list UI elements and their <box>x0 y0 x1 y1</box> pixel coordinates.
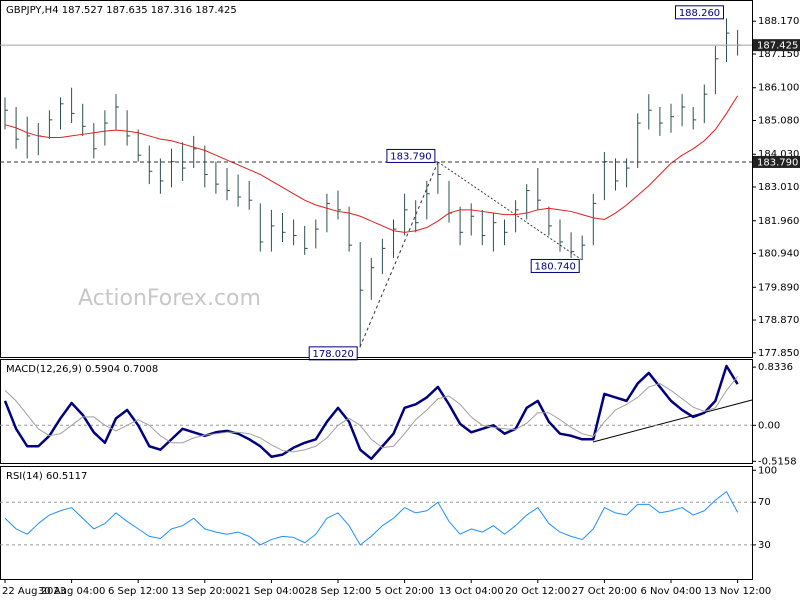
watermark: ActionForex.com <box>78 286 261 311</box>
y-tick-label: 0.00 <box>758 420 780 431</box>
moving-average <box>4 95 739 233</box>
y-tick-label: 100 <box>758 465 777 476</box>
y-tick-label: 181.960 <box>758 216 799 227</box>
y-tick-label: 177.850 <box>758 348 799 359</box>
x-tick-label: 13 Sep 20:00 <box>171 586 238 597</box>
y-tick-label: 188.170 <box>758 16 799 27</box>
x-tick-label: 21 Sep 04:00 <box>238 586 305 597</box>
x-tick-label: 28 Sep 12:00 <box>305 586 372 597</box>
y-tick-label: 187.150 <box>758 49 799 60</box>
x-tick-label: 5 Oct 20:00 <box>375 586 434 597</box>
x-tick-label: 13 Oct 04:00 <box>439 586 504 597</box>
indicator-line <box>4 491 739 546</box>
price-label-box <box>753 39 800 52</box>
annotation-box <box>386 148 436 163</box>
y-tick-label: 30 <box>758 540 771 551</box>
y-tick-label: -0.5158 <box>758 456 797 467</box>
x-tick-label: 27 Oct 20:00 <box>572 586 637 597</box>
y-tick-label: 184.030 <box>758 149 799 160</box>
y-tick-label: 179.890 <box>758 282 799 293</box>
x-tick-label: 22 Aug 2023 <box>2 586 66 597</box>
annotation-label: 180.740 <box>535 261 576 272</box>
x-tick-label: 30 Aug 04:00 <box>38 586 105 597</box>
annotation-label: 178.020 <box>313 349 354 360</box>
pane-title: RSI(14) 60.5117 <box>6 471 87 482</box>
pane-title: MACD(12,26,9) 0.5904 0.7008 <box>6 364 158 375</box>
y-tick-label: 70 <box>758 497 771 508</box>
y-tick-label: 180.940 <box>758 249 799 260</box>
annotation-box <box>675 5 724 20</box>
annotation-box <box>530 258 580 273</box>
y-tick-label: 186.100 <box>758 83 799 94</box>
pane-frame <box>0 466 753 580</box>
x-tick-label: 6 Sep 12:00 <box>108 586 168 597</box>
indicator-line <box>3 364 739 461</box>
x-tick-label: 6 Nov 04:00 <box>640 586 701 597</box>
indicator-line <box>4 376 738 453</box>
pane-frame <box>0 0 753 358</box>
y-tick-label: 0.8336 <box>758 362 793 373</box>
x-tick-label: 13 Nov 12:00 <box>704 586 771 597</box>
price-label: 187.425 <box>757 41 798 52</box>
y-tick-label: 185.080 <box>758 115 799 126</box>
price-label: 183.790 <box>757 157 798 168</box>
macd-trend-line <box>592 399 753 443</box>
annotation-label: 188.260 <box>679 8 720 19</box>
price-label-box <box>753 155 800 168</box>
annotation-label: 183.790 <box>390 151 431 162</box>
pane-frame <box>0 359 753 464</box>
y-tick-label: 183.010 <box>758 182 799 193</box>
x-tick-label: 20 Oct 12:00 <box>505 586 570 597</box>
y-tick-label: 178.870 <box>758 315 799 326</box>
pane-title: GBPJPY,H4 187.527 187.635 187.316 187.42… <box>6 5 237 16</box>
trend-line <box>437 161 583 261</box>
